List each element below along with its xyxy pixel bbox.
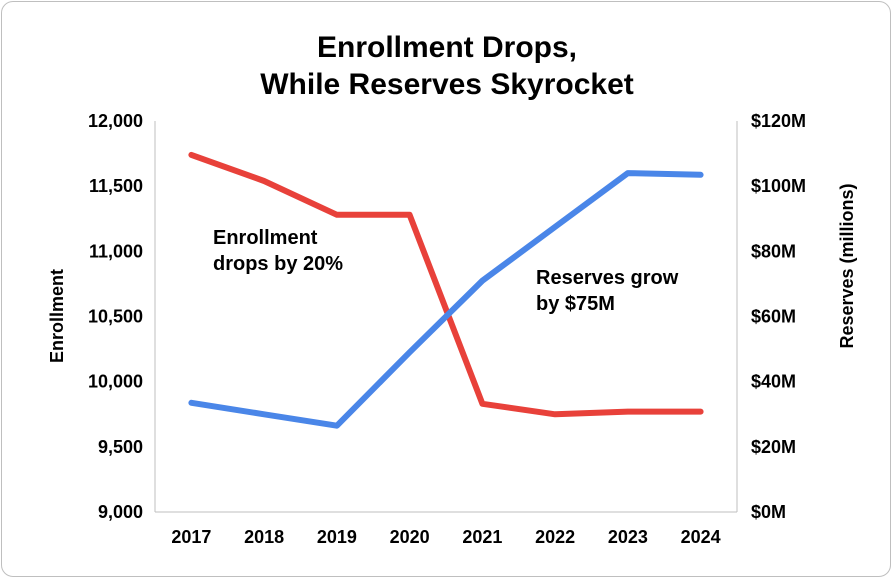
left-tick-label: 9,000 (98, 502, 143, 522)
annotation-enrollment-line-1: Enrollment (213, 227, 318, 249)
chart-title-line-2: While Reserves Skyrocket (260, 68, 634, 101)
right-tick-label: $60M (751, 307, 796, 327)
left-tick-label: 10,500 (88, 307, 143, 327)
series-line-enrollment (188, 151, 704, 418)
x-tick-label: 2017 (171, 527, 211, 547)
left-tick-label: 12,000 (88, 111, 143, 131)
left-tick-label: 10,000 (88, 372, 143, 392)
annotation-enrollment-line-2: drops by 20% (213, 253, 343, 275)
x-tick-label: 2018 (244, 527, 284, 547)
right-tick-label: $120M (751, 111, 806, 131)
right-tick-label: $80M (751, 241, 796, 261)
right-tick-label: $20M (751, 437, 796, 457)
left-tick-label: 11,500 (89, 176, 143, 196)
left-tick-label: 11,000 (89, 241, 143, 261)
left-tick-label: 9,500 (98, 437, 143, 457)
chart-title-line-1: Enrollment Drops, (317, 31, 577, 64)
left-axis-title: Enrollment (47, 269, 67, 363)
x-tick-label: 2024 (681, 527, 721, 547)
right-tick-label: $100M (751, 176, 806, 196)
x-tick-label: 2019 (317, 527, 357, 547)
x-tick-label: 2022 (535, 527, 575, 547)
right-axis-title: Reserves (millions) (837, 183, 857, 348)
right-tick-label: $0M (751, 502, 786, 522)
annotation-reserves-line-2: by $75M (536, 293, 615, 315)
x-tick-label: 2021 (462, 527, 502, 547)
annotation-reserves-line-1: Reserves grow (536, 267, 679, 289)
right-tick-label: $40M (751, 372, 796, 392)
x-tick-label: 2020 (390, 527, 430, 547)
x-tick-label: 2023 (608, 527, 648, 547)
series-line-reserves (188, 170, 704, 429)
